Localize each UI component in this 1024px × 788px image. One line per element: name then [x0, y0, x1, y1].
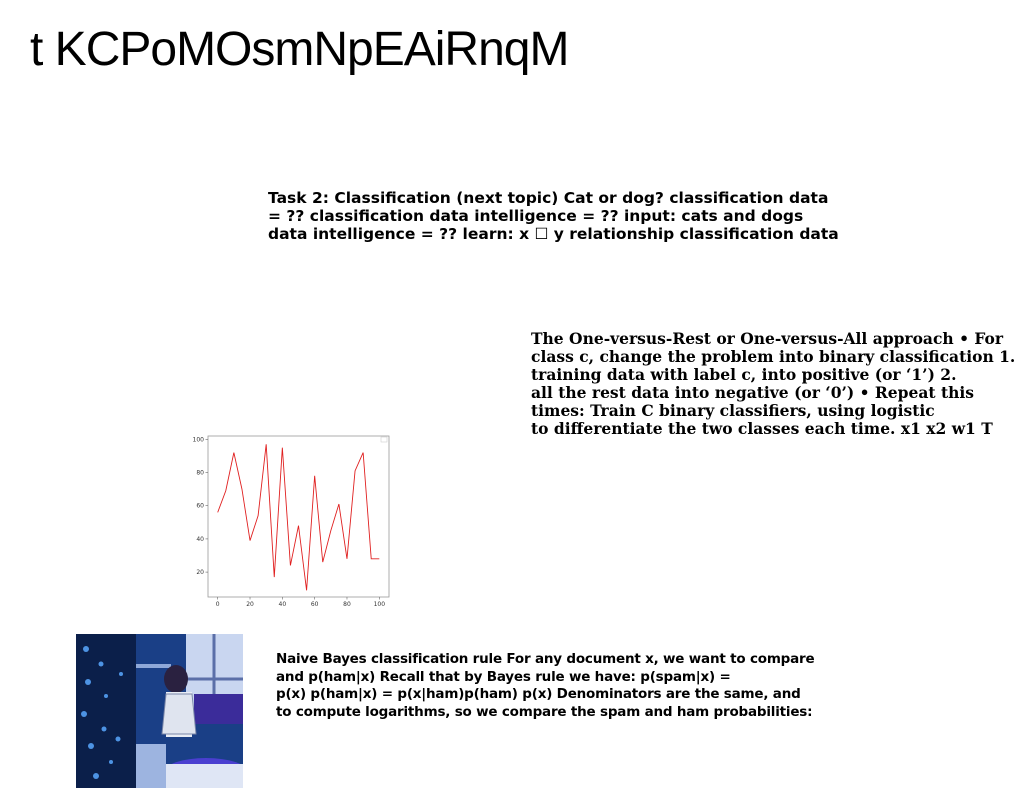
task-text-block: Task 2: Classification (next topic) Cat …: [268, 189, 839, 243]
x-tick-label: 0: [216, 601, 220, 608]
x-tick-label: 20: [246, 601, 254, 608]
text-line: Task 2: Classification (next topic) Cat …: [268, 189, 829, 207]
series-line: [217, 444, 380, 591]
one-vs-rest-text-block: The One-versus-Rest or One-versus-All ap…: [531, 330, 1015, 438]
x-tick-label: 60: [311, 601, 319, 608]
text-line: times: Train C binary classifiers, using…: [531, 401, 935, 420]
text-line: to compute logarithms, so we compare the…: [276, 704, 813, 721]
y-tick-label: 60: [196, 503, 204, 510]
photo-icon: [76, 634, 243, 788]
text-line: data intelligence = ?? learn: x ☐ y rela…: [268, 225, 839, 243]
text-line: and p(ham|x) Recall that by Bayes rule w…: [276, 668, 731, 685]
text-line: p(x) p(ham|x) = p(x|ham)p(ham) p(x) Deno…: [276, 686, 801, 703]
x-tick-label: 80: [343, 601, 351, 608]
y-tick-label: 40: [196, 536, 204, 543]
text-line: training data with label c, into positiv…: [531, 365, 957, 384]
line-chart: 0 20 40 60 80 100 20 40 60 80 100: [190, 430, 395, 610]
text-line: all the rest data into negative (or ‘0’)…: [531, 383, 974, 402]
text-line: to differentiate the two classes each ti…: [531, 419, 993, 438]
line-chart-svg: 0 20 40 60 80 100 20 40 60 80 100: [193, 435, 390, 608]
decorative-photo: [76, 634, 243, 788]
page-title: t KCPoMOsmNpEAiRnqM: [30, 23, 569, 76]
text-line: = ?? classification data intelligence = …: [268, 207, 804, 225]
x-tick-label: 100: [374, 601, 386, 608]
legend-box: [380, 436, 388, 443]
y-tick-label: 20: [196, 569, 204, 576]
text-line: class c, change the problem into binary …: [531, 347, 1016, 366]
y-tick-label: 80: [196, 470, 204, 477]
text-line: Naive Bayes classification rule For any …: [276, 651, 815, 667]
text-line: The One-versus-Rest or One-versus-All ap…: [531, 329, 1004, 348]
x-tick-label: 40: [279, 601, 287, 608]
y-tick-label: 100: [193, 436, 205, 443]
naive-bayes-text-block: Naive Bayes classification rule For any …: [276, 651, 815, 722]
